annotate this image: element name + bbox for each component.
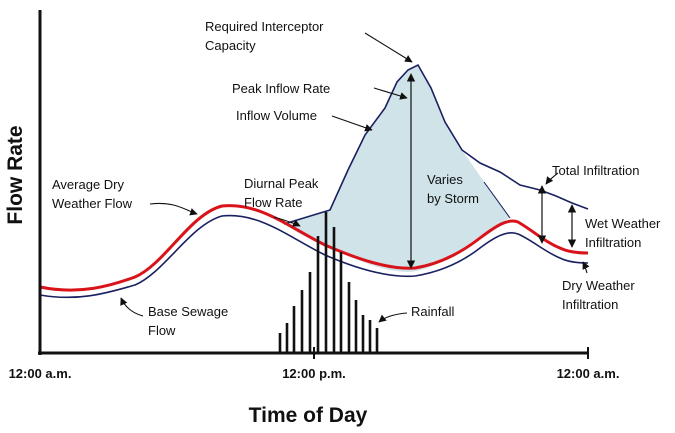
x-tick-label: 12:00 a.m. <box>9 366 72 381</box>
label-avg-dry-2: Weather Flow <box>52 196 133 211</box>
leader-dry-weather <box>582 261 590 274</box>
x-axis-title: Time of Day <box>249 404 368 427</box>
label-varies: Varies <box>427 172 463 187</box>
label-diurnal-2: Flow Rate <box>244 195 303 210</box>
label-inflow-volume: Inflow Volume <box>236 108 317 123</box>
inflow-volume-area <box>284 65 510 272</box>
base-sewage-flow-line <box>39 214 589 299</box>
leader-peak-inflow <box>373 87 408 100</box>
label-dry-weather-2: Infiltration <box>562 297 618 312</box>
average-dry-weather-flow-line <box>39 204 589 292</box>
rainfall-bars <box>278 212 379 352</box>
label-wet-weather: Wet Weather <box>585 216 661 231</box>
label-dry-weather: Dry Weather <box>562 278 635 293</box>
leader-diurnal <box>273 216 301 227</box>
label-avg-dry: Average Dry <box>52 177 125 192</box>
leader-total-infiltration <box>545 172 559 185</box>
label-peak-inflow: Peak Inflow Rate <box>232 81 330 96</box>
leader-required-capacity <box>364 32 413 63</box>
label-required-capacity-2: Capacity <box>205 38 256 53</box>
label-wet-weather-2: Infiltration <box>585 235 641 250</box>
leader-avg-dry <box>149 202 198 216</box>
x-tick-label: 12:00 a.m. <box>557 366 620 381</box>
leader-rainfall <box>378 312 408 323</box>
label-rainfall: Rainfall <box>411 304 454 319</box>
leader-base-sewage <box>120 297 144 317</box>
label-base-sewage: Base Sewage <box>148 304 228 319</box>
leader-inflow-volume <box>331 115 373 132</box>
label-total-infiltration: Total Infiltration <box>552 163 639 178</box>
x-tick-label: 12:00 p.m. <box>282 366 346 381</box>
label-base-sewage-2: Flow <box>148 323 176 338</box>
label-required-capacity: Required Interceptor <box>205 19 324 34</box>
label-varies-2: by Storm <box>427 191 479 206</box>
label-diurnal: Diurnal Peak <box>244 176 319 191</box>
leader-arrows <box>120 32 590 323</box>
inflow-edge-line <box>483 181 511 219</box>
y-axis-title: Flow Rate <box>4 125 27 224</box>
